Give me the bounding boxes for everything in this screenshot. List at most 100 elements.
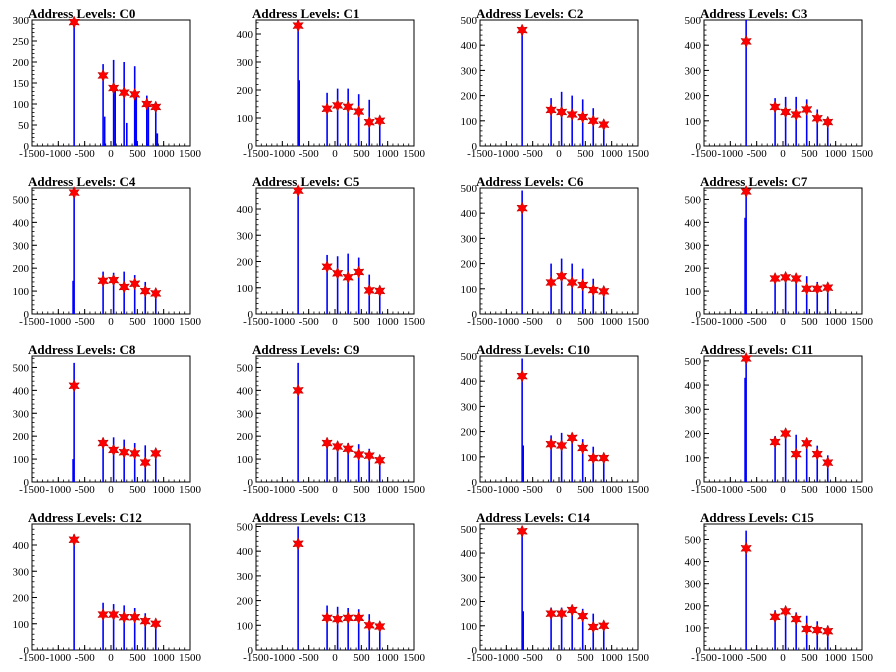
y-tick-label: 100 — [237, 620, 254, 632]
y-tick-label: 500 — [237, 362, 254, 374]
y-tick-label: 200 — [461, 597, 478, 609]
x-tick-label: 0 — [780, 316, 786, 328]
peak-marker — [598, 284, 610, 298]
histogram-plot: 0 100 200 300 400 -1500 -1000 -500 0 500 1000 1500 — [237, 184, 426, 328]
peak-marker — [363, 115, 375, 129]
y-tick-label: 0 — [472, 645, 478, 657]
y-tick-label: 500 — [461, 524, 478, 536]
peak-marker — [128, 446, 141, 460]
histogram-plot: 0 100 200 300 400 500 -1500 -1000 -500 0 500 1000 15… — [461, 351, 650, 496]
peak-marker — [292, 18, 304, 33]
peak-marker — [97, 607, 109, 622]
x-tick-label: -500 — [747, 484, 768, 496]
y-tick-label: 400 — [237, 29, 254, 41]
x-tick-label: -500 — [299, 484, 320, 496]
histogram-panel: Address Levels: C13 0 100 200 300 400 500 -1500… — [224, 504, 448, 672]
peak-marker — [97, 436, 109, 450]
peak-marker — [566, 107, 578, 122]
x-tick-label: 1000 — [153, 316, 176, 328]
x-tick-label: -1500 — [19, 484, 45, 496]
x-tick-label: 1500 — [179, 148, 202, 160]
y-tick-label: 200 — [685, 263, 702, 275]
y-tick-label: 500 — [13, 362, 30, 374]
peak-marker — [118, 280, 130, 294]
peak-marker — [545, 103, 557, 117]
x-tick-label: -1000 — [45, 148, 71, 160]
y-tick-label: 300 — [13, 15, 30, 27]
x-tick-label: 500 — [801, 316, 818, 328]
histogram-plot: 0 100 200 300 400 500 -1500 -1000 -500 0 500 1000 15… — [685, 351, 874, 496]
x-tick-label: 1500 — [403, 652, 426, 664]
x-tick-label: 500 — [353, 484, 370, 496]
x-tick-label: 1000 — [601, 148, 624, 160]
x-tick-label: 500 — [577, 316, 594, 328]
y-tick-label: 200 — [13, 593, 30, 605]
y-tick-label: 200 — [237, 257, 254, 269]
x-tick-label: -500 — [523, 484, 544, 496]
peak-marker — [118, 445, 130, 459]
y-tick-label: 250 — [13, 36, 30, 48]
y-tick-label: 300 — [13, 566, 30, 578]
x-tick-label: 0 — [108, 316, 114, 328]
peak-marker — [576, 609, 589, 623]
peak-marker — [331, 612, 344, 626]
peak-marker — [555, 105, 568, 119]
y-tick-label: 300 — [461, 572, 478, 584]
peak-marker — [150, 446, 162, 460]
x-tick-label: -1000 — [269, 484, 295, 496]
peak-marker — [566, 603, 578, 617]
peak-marker — [128, 610, 141, 624]
x-tick-label: -1500 — [243, 484, 269, 496]
panel-title: Address Levels: C6 — [476, 174, 584, 189]
plot-frame — [31, 187, 191, 315]
x-tick-label: 1500 — [627, 148, 650, 160]
y-tick-label: 300 — [237, 57, 254, 69]
peak-marker — [779, 105, 792, 119]
x-tick-label: 0 — [332, 148, 338, 160]
y-tick-label: 400 — [13, 385, 30, 397]
panel-title: Address Levels: C11 — [700, 342, 814, 357]
x-tick-label: 0 — [332, 316, 338, 328]
peak-marker — [150, 100, 162, 114]
plot-frame — [479, 355, 639, 483]
peak-marker — [811, 447, 823, 461]
peak-marker — [740, 184, 752, 199]
peak-marker — [141, 97, 153, 111]
histogram-plot: 0 100 200 300 400 500 -1500 -1000 -500 0 500 1000 15… — [685, 523, 874, 664]
x-tick-label: 0 — [780, 652, 786, 664]
x-tick-label: 500 — [129, 148, 146, 160]
peak-marker — [331, 98, 344, 113]
peak-marker — [587, 114, 599, 128]
histogram-panel: Address Levels: C5 0 100 200 300 400 -1500 -100… — [224, 168, 448, 336]
peak-marker — [566, 275, 578, 290]
y-tick-label: 500 — [685, 356, 702, 368]
peak-marker — [150, 286, 162, 300]
histogram-plot: 0 100 200 300 400 500 -1500 -1000 -500 0 500 1000 15… — [685, 184, 874, 328]
peak-marker — [363, 283, 375, 298]
histogram-panel: Address Levels: C7 0 100 200 300 400 500 -1500-… — [672, 168, 896, 336]
y-tick-label: 400 — [237, 204, 254, 216]
peak-marker — [790, 271, 802, 286]
x-tick-label: -500 — [747, 148, 768, 160]
peak-marker — [555, 438, 568, 453]
histogram-panel: Address Levels: C9 0 100 200 300 400 500 -1500-… — [224, 336, 448, 504]
x-tick-label: -500 — [523, 148, 544, 160]
y-tick-label: 400 — [237, 546, 254, 558]
x-tick-label: 1500 — [851, 484, 874, 496]
y-tick-label: 100 — [685, 116, 702, 128]
y-tick-label: 300 — [237, 230, 254, 242]
x-tick-label: -500 — [299, 316, 320, 328]
y-tick-label: 200 — [685, 429, 702, 441]
x-tick-label: 1500 — [851, 652, 874, 664]
histogram-panel: Address Levels: C8 0 100 200 300 400 500 -1500-… — [0, 336, 224, 504]
y-tick-label: 500 — [461, 351, 478, 363]
peak-marker — [321, 102, 333, 116]
x-tick-label: 1500 — [179, 484, 202, 496]
peak-marker — [374, 619, 386, 634]
x-tick-label: 1500 — [627, 316, 650, 328]
x-tick-label: -1000 — [45, 652, 71, 664]
y-tick-label: 0 — [248, 477, 254, 489]
x-tick-label: -1000 — [717, 148, 743, 160]
x-tick-label: 1000 — [153, 484, 176, 496]
panel-title: Address Levels: C14 — [476, 510, 590, 525]
